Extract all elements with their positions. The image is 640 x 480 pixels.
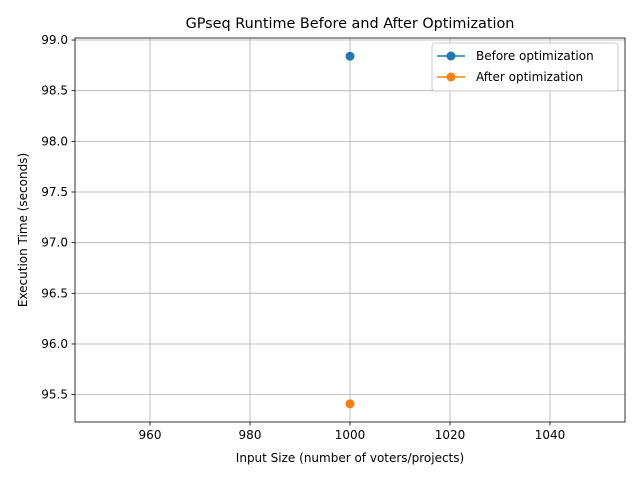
- chart-title: GPseq Runtime Before and After Optimizat…: [186, 16, 515, 32]
- y-tick-label: 96.5: [41, 286, 68, 300]
- legend-marker-before: [446, 51, 456, 61]
- x-tick-label: 980: [239, 428, 262, 442]
- x-axis-label: Input Size (number of voters/projects): [236, 451, 464, 465]
- data-point: [345, 399, 355, 409]
- legend-label-after: After optimization: [476, 70, 583, 84]
- y-tick-label: 96.0: [41, 337, 68, 351]
- legend-label-before: Before optimization: [476, 49, 594, 63]
- legend: Before optimization After optimization: [431, 42, 619, 92]
- x-axis-ticks: 960 980 1000 1020 1040: [139, 422, 566, 442]
- series-1: [345, 399, 355, 409]
- x-tick-label: 1000: [335, 428, 366, 442]
- y-tick-label: 97.0: [41, 236, 68, 250]
- y-tick-label: 98.5: [41, 84, 68, 98]
- grid: [75, 38, 625, 422]
- legend-frame: [431, 42, 619, 92]
- y-axis-label: Execution Time (seconds): [16, 153, 30, 307]
- x-tick-label: 960: [139, 428, 162, 442]
- y-tick-label: 98.0: [41, 134, 68, 148]
- legend-marker-after: [446, 72, 456, 82]
- x-tick-label: 1020: [435, 428, 466, 442]
- x-tick-label: 1040: [535, 428, 566, 442]
- data-point: [345, 51, 355, 61]
- y-axis-ticks: 95.5 96.0 96.5 97.0 97.5 98.0 98.5 99.0: [41, 33, 75, 402]
- plot-series: [345, 51, 355, 409]
- series-0: [345, 51, 355, 61]
- y-tick-label: 97.5: [41, 185, 68, 199]
- y-tick-label: 95.5: [41, 388, 68, 402]
- y-tick-label: 99.0: [41, 33, 68, 47]
